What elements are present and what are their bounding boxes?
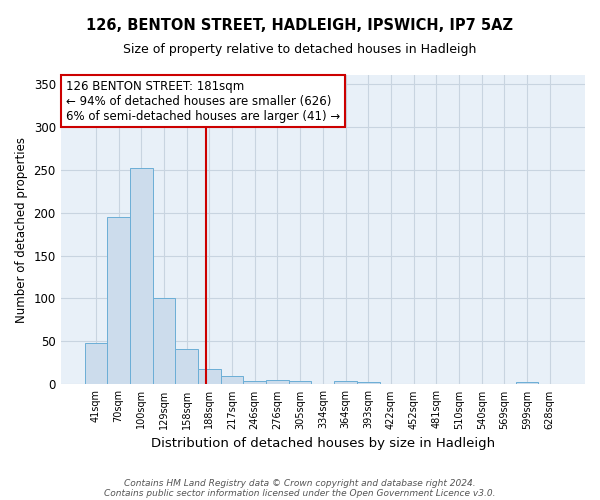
Bar	[266, 380, 289, 384]
Y-axis label: Number of detached properties: Number of detached properties	[15, 136, 28, 322]
Text: Contains public sector information licensed under the Open Government Licence v3: Contains public sector information licen…	[104, 488, 496, 498]
Bar	[221, 376, 244, 384]
Bar	[130, 168, 152, 384]
Text: Contains HM Land Registry data © Crown copyright and database right 2024.: Contains HM Land Registry data © Crown c…	[124, 478, 476, 488]
Bar	[152, 298, 175, 384]
Bar	[198, 369, 221, 384]
Bar	[175, 349, 198, 384]
Bar	[107, 217, 130, 384]
Bar	[357, 382, 380, 384]
Bar	[244, 381, 266, 384]
X-axis label: Distribution of detached houses by size in Hadleigh: Distribution of detached houses by size …	[151, 437, 495, 450]
Bar	[85, 343, 107, 384]
Bar	[334, 381, 357, 384]
Bar	[289, 381, 311, 384]
Text: 126 BENTON STREET: 181sqm
← 94% of detached houses are smaller (626)
6% of semi-: 126 BENTON STREET: 181sqm ← 94% of detac…	[66, 80, 340, 122]
Text: Size of property relative to detached houses in Hadleigh: Size of property relative to detached ho…	[124, 42, 476, 56]
Text: 126, BENTON STREET, HADLEIGH, IPSWICH, IP7 5AZ: 126, BENTON STREET, HADLEIGH, IPSWICH, I…	[86, 18, 514, 32]
Bar	[516, 382, 538, 384]
